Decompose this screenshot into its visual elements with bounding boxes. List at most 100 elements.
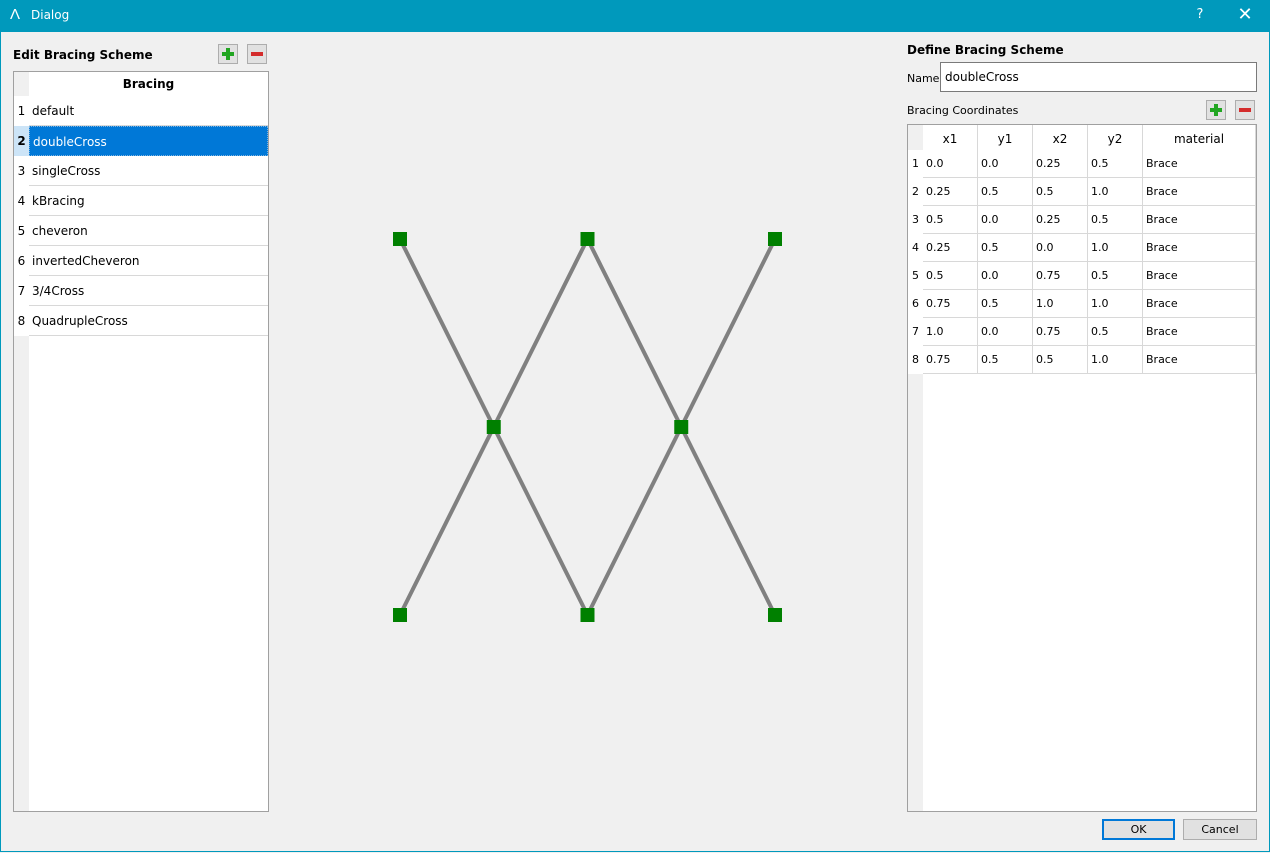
app-icon: Λ <box>10 6 21 23</box>
cell-x1[interactable]: 0.25 <box>923 178 978 206</box>
close-button[interactable]: ✕ <box>1237 4 1253 25</box>
cell-material[interactable]: Brace <box>1143 262 1256 290</box>
list-item[interactable]: 1 default <box>14 96 268 126</box>
list-item[interactable]: 3 singleCross <box>14 156 268 186</box>
cell-material[interactable]: Brace <box>1143 178 1256 206</box>
row-number: 6 <box>14 246 29 276</box>
cell-material[interactable]: Brace <box>1143 150 1256 178</box>
cell-x1[interactable]: 0.25 <box>923 234 978 262</box>
column-header-y1[interactable]: y1 <box>978 125 1033 153</box>
column-header-x2[interactable]: x2 <box>1033 125 1088 153</box>
help-button[interactable]: ? <box>1196 7 1204 22</box>
cell-y2[interactable]: 1.0 <box>1088 290 1143 318</box>
coordinates-table[interactable]: x1 y1 x2 y2 material 1 0.0 0.0 0.25 0.5 Brace 2 0.2… <box>907 124 1257 812</box>
brace-node[interactable] <box>768 232 782 246</box>
bracing-name-cell[interactable]: default <box>29 96 268 126</box>
cell-y1[interactable]: 0.0 <box>978 150 1033 178</box>
row-number: 6 <box>908 290 923 318</box>
brace-node[interactable] <box>486 420 501 434</box>
name-input[interactable] <box>940 62 1257 92</box>
cell-y1[interactable]: 0.5 <box>978 178 1033 206</box>
cell-x1[interactable]: 0.0 <box>923 150 978 178</box>
brace-line <box>679 426 777 616</box>
cell-x1[interactable]: 0.5 <box>923 206 978 234</box>
brace-line <box>585 238 684 428</box>
cell-y2[interactable]: 1.0 <box>1088 346 1143 374</box>
remove-coordinate-button[interactable] <box>1235 100 1255 120</box>
cell-x2[interactable]: 0.25 <box>1033 150 1088 178</box>
table-row[interactable]: 3 0.5 0.0 0.25 0.5 Brace <box>908 206 1256 234</box>
table-row[interactable]: 4 0.25 0.5 0.0 1.0 Brace <box>908 234 1256 262</box>
cell-x2[interactable]: 0.75 <box>1033 262 1088 290</box>
cell-material[interactable]: Brace <box>1143 206 1256 234</box>
cell-material[interactable]: Brace <box>1143 318 1256 346</box>
cell-y1[interactable]: 0.5 <box>978 346 1033 374</box>
cell-x1[interactable]: 0.5 <box>923 262 978 290</box>
cell-material[interactable]: Brace <box>1143 346 1256 374</box>
bracing-name-cell[interactable]: cheveron <box>29 216 268 246</box>
list-item[interactable]: 6 invertedCheveron <box>14 246 268 276</box>
brace-line <box>398 238 496 428</box>
ok-button[interactable]: OK <box>1102 819 1175 840</box>
cell-y1[interactable]: 0.0 <box>978 318 1033 346</box>
list-item[interactable]: 5 cheveron <box>14 216 268 246</box>
remove-bracing-button[interactable] <box>247 44 267 64</box>
table-row[interactable]: 1 0.0 0.0 0.25 0.5 Brace <box>908 150 1256 178</box>
brace-node[interactable] <box>393 232 407 246</box>
table-row[interactable]: 7 1.0 0.0 0.75 0.5 Brace <box>908 318 1256 346</box>
cell-y2[interactable]: 0.5 <box>1088 318 1143 346</box>
list-item[interactable]: 2 doubleCross <box>14 126 268 156</box>
brace-node[interactable] <box>768 608 782 622</box>
table-row[interactable]: 5 0.5 0.0 0.75 0.5 Brace <box>908 262 1256 290</box>
cell-x1[interactable]: 1.0 <box>923 318 978 346</box>
table-row[interactable]: 8 0.75 0.5 0.5 1.0 Brace <box>908 346 1256 374</box>
cell-x1[interactable]: 0.75 <box>923 346 978 374</box>
cell-x2[interactable]: 0.5 <box>1033 178 1088 206</box>
table-row[interactable]: 2 0.25 0.5 0.5 1.0 Brace <box>908 178 1256 206</box>
brace-node[interactable] <box>393 608 407 622</box>
cell-x2[interactable]: 0.5 <box>1033 346 1088 374</box>
column-header-material[interactable]: material <box>1143 125 1256 153</box>
add-bracing-button[interactable] <box>218 44 238 64</box>
list-item[interactable]: 7 3/4Cross <box>14 276 268 306</box>
list-item[interactable]: 8 QuadrupleCross <box>14 306 268 336</box>
column-header-y2[interactable]: y2 <box>1088 125 1143 153</box>
brace-node[interactable] <box>674 420 689 434</box>
cell-x2[interactable]: 1.0 <box>1033 290 1088 318</box>
column-header-x1[interactable]: x1 <box>923 125 978 153</box>
bracing-name-cell[interactable]: singleCross <box>29 156 268 186</box>
edit-bracing-title: Edit Bracing Scheme <box>13 48 153 62</box>
bracing-list[interactable]: Bracing 1 default 2 doubleCross 3 singleCross… <box>13 71 269 812</box>
row-number: 7 <box>14 276 29 306</box>
cell-y1[interactable]: 0.5 <box>978 290 1033 318</box>
bracing-name-cell[interactable]: kBracing <box>29 186 268 216</box>
row-number: 5 <box>14 216 29 246</box>
row-number: 1 <box>908 150 923 178</box>
cell-material[interactable]: Brace <box>1143 290 1256 318</box>
cell-material[interactable]: Brace <box>1143 234 1256 262</box>
list-item[interactable]: 4 kBracing <box>14 186 268 216</box>
cell-y2[interactable]: 0.5 <box>1088 150 1143 178</box>
cell-y2[interactable]: 0.5 <box>1088 262 1143 290</box>
minus-icon <box>251 52 263 56</box>
cell-y1[interactable]: 0.0 <box>978 262 1033 290</box>
cell-x2[interactable]: 0.25 <box>1033 206 1088 234</box>
bracing-column-header[interactable]: Bracing <box>29 72 268 96</box>
cell-x2[interactable]: 0.0 <box>1033 234 1088 262</box>
add-coordinate-button[interactable] <box>1206 100 1226 120</box>
bracing-name-cell[interactable]: QuadrupleCross <box>29 306 268 336</box>
cell-y2[interactable]: 0.5 <box>1088 206 1143 234</box>
cell-y1[interactable]: 0.5 <box>978 234 1033 262</box>
cancel-button[interactable]: Cancel <box>1183 819 1257 840</box>
bracing-name-cell[interactable]: doubleCross <box>29 126 268 156</box>
table-row[interactable]: 6 0.75 0.5 1.0 1.0 Brace <box>908 290 1256 318</box>
cell-y2[interactable]: 1.0 <box>1088 178 1143 206</box>
bracing-name-cell[interactable]: invertedCheveron <box>29 246 268 276</box>
cell-x2[interactable]: 0.75 <box>1033 318 1088 346</box>
cell-y2[interactable]: 1.0 <box>1088 234 1143 262</box>
brace-node[interactable] <box>580 608 595 622</box>
bracing-name-cell[interactable]: 3/4Cross <box>29 276 268 306</box>
brace-node[interactable] <box>580 232 595 246</box>
cell-y1[interactable]: 0.0 <box>978 206 1033 234</box>
cell-x1[interactable]: 0.75 <box>923 290 978 318</box>
